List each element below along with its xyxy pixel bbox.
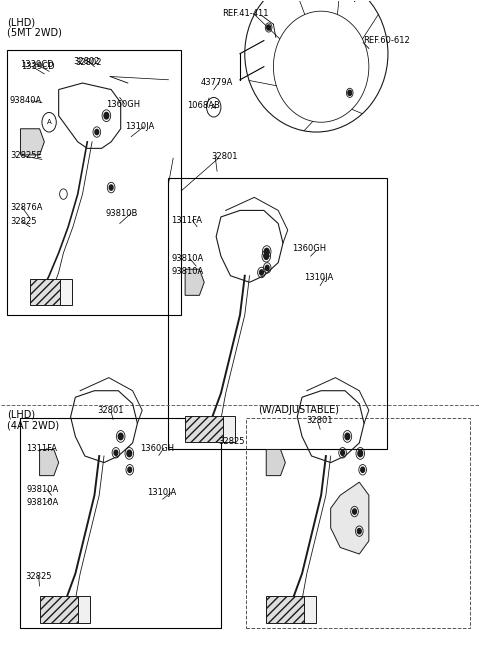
Text: 1360GH: 1360GH — [140, 443, 174, 453]
Bar — [60, 279, 72, 305]
Text: 32802: 32802 — [73, 57, 99, 66]
Text: A: A — [47, 119, 51, 125]
Text: 1311FA: 1311FA — [171, 216, 202, 225]
Circle shape — [114, 450, 118, 455]
Polygon shape — [39, 449, 59, 476]
Text: REF.41-411: REF.41-411 — [222, 9, 268, 18]
Circle shape — [104, 112, 109, 119]
Text: A: A — [211, 104, 216, 110]
Text: 32801: 32801 — [97, 406, 123, 415]
Circle shape — [353, 509, 357, 514]
Text: (W/ADJUSTABLE): (W/ADJUSTABLE) — [258, 405, 339, 415]
Text: 32801: 32801 — [306, 417, 332, 425]
Polygon shape — [185, 269, 204, 295]
Circle shape — [118, 433, 123, 440]
Circle shape — [358, 529, 361, 534]
Text: 1310JA: 1310JA — [304, 273, 333, 282]
Text: (LHD): (LHD) — [7, 409, 35, 419]
Circle shape — [341, 450, 345, 455]
Text: 1360GH: 1360GH — [107, 100, 141, 109]
Text: 1339CD: 1339CD — [21, 60, 54, 69]
Text: 32802: 32802 — [75, 58, 102, 68]
Text: 93840A: 93840A — [10, 96, 42, 105]
Circle shape — [361, 467, 364, 472]
Text: 93810A: 93810A — [26, 485, 59, 494]
Circle shape — [265, 265, 269, 270]
Polygon shape — [266, 449, 285, 476]
Text: 32825: 32825 — [25, 572, 52, 581]
Bar — [266, 596, 304, 623]
Circle shape — [345, 433, 350, 440]
Bar — [246, 418, 470, 628]
Bar — [21, 418, 221, 628]
Bar — [78, 596, 90, 623]
Text: 32825E: 32825E — [10, 151, 42, 160]
Circle shape — [127, 450, 132, 457]
Text: 93810B: 93810B — [106, 209, 138, 218]
Text: 1311FA: 1311FA — [26, 443, 57, 453]
Bar — [7, 51, 181, 315]
Text: (5MT 2WD): (5MT 2WD) — [7, 27, 62, 37]
Text: 93810A: 93810A — [171, 255, 204, 263]
Text: 32801: 32801 — [211, 152, 238, 161]
Circle shape — [264, 249, 269, 255]
Circle shape — [358, 450, 363, 457]
Text: 1310JA: 1310JA — [125, 122, 155, 131]
Bar — [304, 596, 316, 623]
Text: 1339CD: 1339CD — [22, 62, 55, 72]
Circle shape — [128, 467, 132, 472]
Text: 1068AB: 1068AB — [188, 102, 220, 110]
Polygon shape — [331, 482, 369, 554]
Bar — [39, 596, 78, 623]
Circle shape — [109, 185, 113, 190]
Circle shape — [348, 91, 352, 96]
Text: 1310JA: 1310JA — [147, 488, 176, 497]
Text: 32876A: 32876A — [10, 203, 42, 212]
Text: 43779A: 43779A — [201, 78, 233, 87]
Text: 32825: 32825 — [218, 437, 245, 446]
Text: 93810A: 93810A — [171, 267, 204, 276]
Text: 32825: 32825 — [10, 217, 36, 226]
Bar — [30, 279, 60, 305]
Text: (LHD): (LHD) — [7, 17, 35, 28]
Circle shape — [264, 253, 269, 259]
Text: 1360GH: 1360GH — [292, 244, 326, 253]
Circle shape — [260, 270, 264, 275]
Bar — [168, 178, 387, 449]
Polygon shape — [21, 129, 44, 155]
Bar — [223, 416, 235, 442]
Circle shape — [95, 129, 99, 134]
Bar — [185, 416, 223, 442]
Text: (4AT 2WD): (4AT 2WD) — [7, 421, 59, 431]
Circle shape — [267, 25, 271, 30]
Text: REF.60-612: REF.60-612 — [363, 36, 410, 45]
Text: 93810A: 93810A — [26, 498, 59, 507]
